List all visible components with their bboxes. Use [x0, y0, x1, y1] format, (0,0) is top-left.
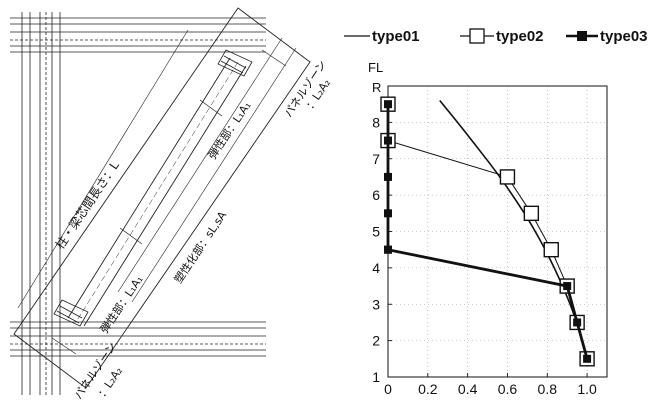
series-type03 [384, 100, 592, 363]
beam-top [10, 17, 266, 53]
plastic-segment-label: 塑性化部：sL,sA [171, 208, 230, 286]
legend-label-type01: type01 [372, 28, 420, 45]
brace-diagram [10, 7, 311, 395]
x-tick-label: 0.6 [498, 381, 518, 397]
brace-envelope [13, 7, 311, 389]
chart-series [380, 96, 595, 367]
x-tick-label: 0.2 [418, 381, 438, 397]
data-point-type03 [384, 100, 392, 109]
legend-marker-filled-square [577, 31, 587, 41]
y-tick-label: 1 [372, 369, 380, 385]
x-tick-label: 0.4 [458, 381, 478, 397]
series-line-type03 [386, 104, 589, 360]
data-point-type02 [543, 241, 559, 258]
x-tick-label: 1.0 [577, 381, 597, 397]
y-tick-label: 8 [372, 114, 380, 130]
data-point-type03 [563, 282, 572, 291]
y-tick-label: 6 [372, 187, 380, 203]
elastic-segment-bottom-label: 弾性部：L₁A₁ [97, 273, 146, 336]
chart-grid [388, 86, 607, 377]
column-beam-length-label: 柱・梁芯間長さ：L [52, 158, 122, 252]
legend-marker-open-square [469, 28, 485, 44]
x-axis-title: R [372, 80, 381, 95]
dimension-lines [17, 29, 297, 309]
data-point-type03 [583, 354, 592, 363]
segment-dividers [51, 49, 287, 355]
y-tick-label: 2 [372, 333, 380, 349]
legend-item-type01: type01 [344, 28, 420, 45]
data-point-type03 [384, 209, 392, 218]
series-line-type01 [439, 100, 588, 360]
series-line-type02 [387, 104, 588, 359]
data-point-type02 [499, 169, 516, 185]
brace-end-bottom [53, 299, 89, 327]
column-left [21, 12, 61, 395]
legend: type01 type02 type03 [344, 28, 648, 45]
data-point-type03 [573, 318, 582, 327]
series-type01 [439, 100, 588, 360]
legend-label-type03: type03 [600, 28, 648, 45]
data-point-type03 [384, 136, 392, 145]
elastic-segment-top-label: 弾性部：L₁A₁ [205, 99, 254, 162]
brace-member [67, 57, 247, 327]
chart-ticks: 0 0.2 0.4 0.6 0.8 1.0 1 2 3 4 5 6 7 8 [372, 114, 597, 397]
legend-item-type03: type03 [566, 28, 648, 45]
x-tick-label: 0 [384, 381, 392, 397]
beam-bottom [10, 321, 266, 357]
y-tick-label: 5 [372, 224, 380, 240]
y-tick-label: 4 [372, 260, 380, 276]
y-tick-label: 3 [372, 296, 380, 312]
y-axis-title: FL [368, 60, 383, 75]
brace-end-top [217, 49, 253, 77]
y-tick-label: 7 [372, 151, 380, 167]
data-point-type02 [523, 205, 540, 222]
chart: FL R 0 0.2 0.4 0.6 0.8 1.0 1 2 3 4 5 6 7 8 [368, 60, 608, 397]
legend-label-type02: type02 [496, 28, 544, 45]
data-point-type03 [384, 245, 392, 254]
data-point-type03 [384, 172, 392, 181]
x-tick-label: 0.8 [538, 381, 558, 397]
legend-item-type02: type02 [460, 28, 544, 45]
